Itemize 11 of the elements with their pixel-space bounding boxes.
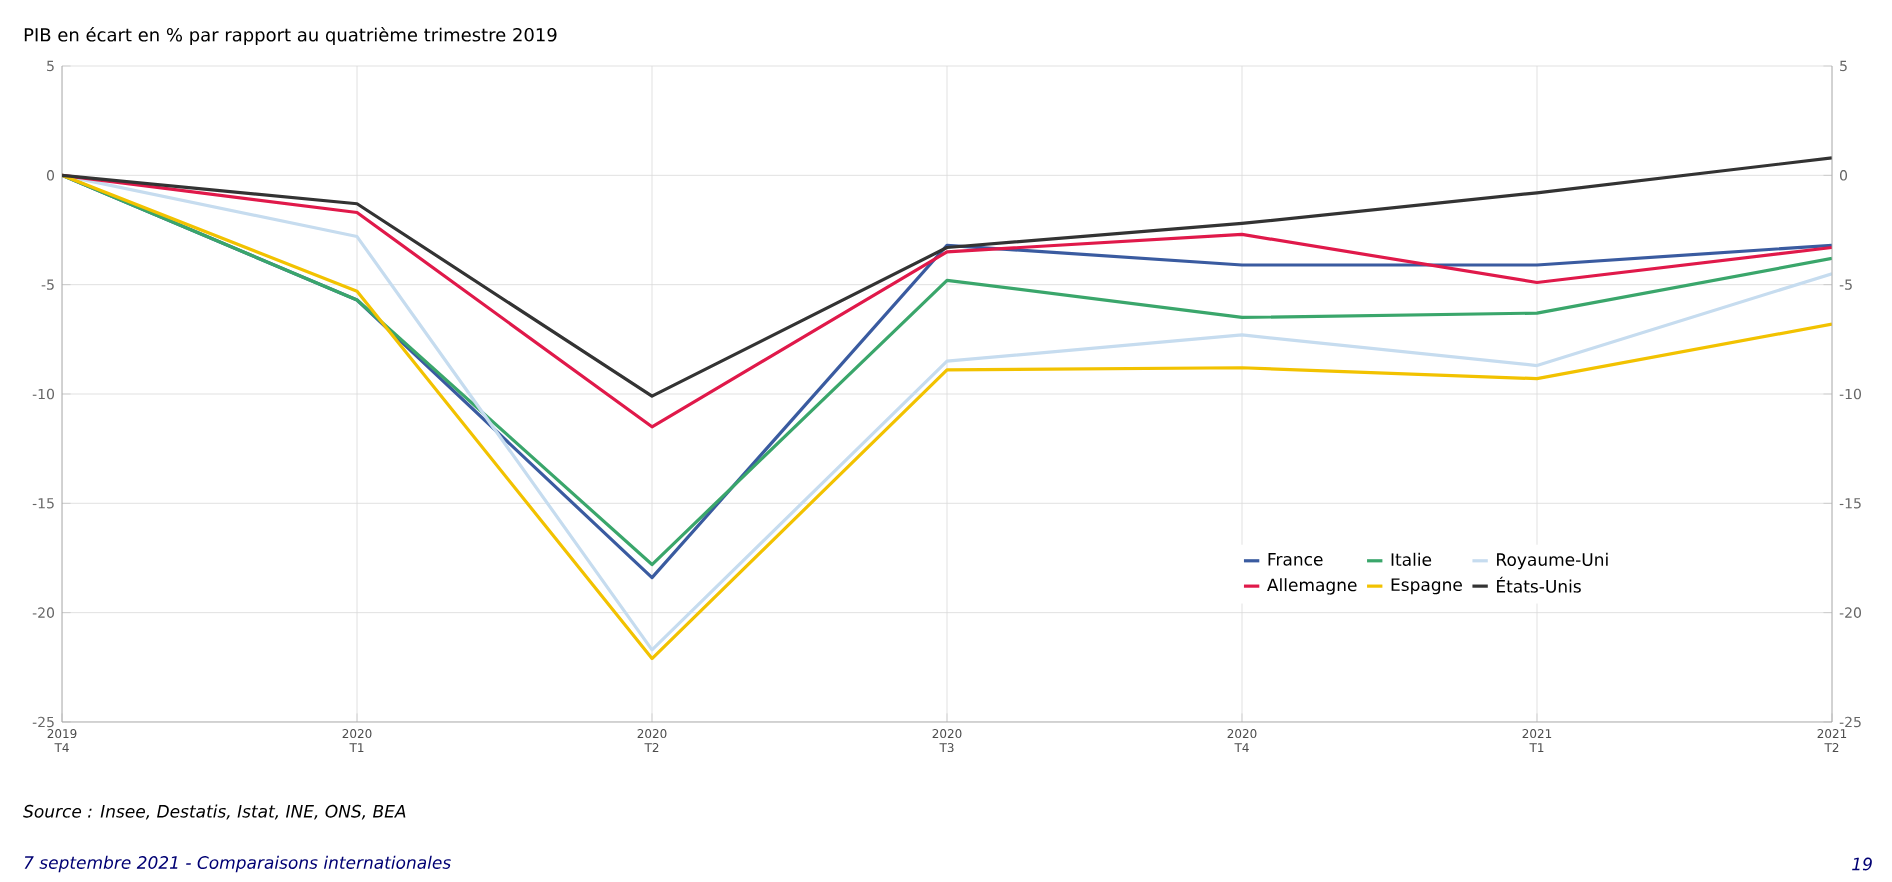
legend-label: Allemagne: [1267, 578, 1357, 595]
chart-title: PIB en écart en % par rapport au quatrième trimestre 2019: [24, 26, 557, 46]
legend-label: Espagne: [1391, 578, 1462, 595]
text: 19: [1852, 857, 1872, 871]
text: 7 septembre 2021 - Comparaisons internationales: [24, 855, 451, 873]
legend-label: France: [1268, 553, 1323, 566]
source-note: Source : Insee, Destatis, Istat, INE, ONS, BEA: [23, 804, 406, 820]
legend-label: Royaume-Uni: [1497, 552, 1608, 570]
line-series: [62, 156, 1832, 398]
legend-label: Italie: [1391, 552, 1432, 566]
legend-label: États-Unis: [1497, 576, 1581, 593]
